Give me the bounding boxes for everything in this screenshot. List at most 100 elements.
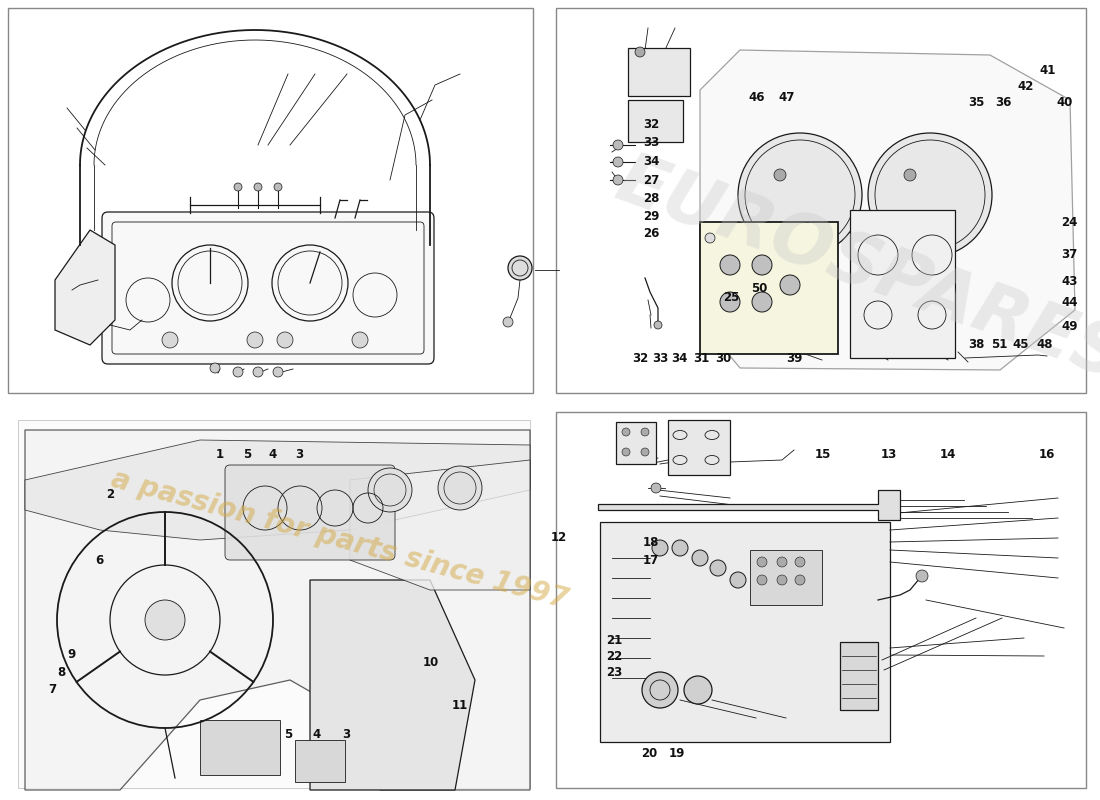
FancyBboxPatch shape	[628, 48, 690, 96]
Text: 48: 48	[1036, 338, 1054, 350]
Circle shape	[248, 332, 263, 348]
Text: 45: 45	[1013, 338, 1030, 350]
Text: 33: 33	[652, 352, 668, 365]
Text: 17: 17	[644, 554, 659, 566]
FancyBboxPatch shape	[226, 465, 395, 560]
Text: 37: 37	[1062, 248, 1077, 261]
Text: 9: 9	[67, 648, 76, 661]
Text: 42: 42	[1018, 80, 1033, 93]
Text: a passion for parts since 1997: a passion for parts since 1997	[109, 466, 572, 614]
Text: 21: 21	[606, 634, 621, 646]
FancyBboxPatch shape	[616, 422, 656, 464]
Circle shape	[738, 133, 862, 257]
Text: 16: 16	[1040, 448, 1055, 461]
Polygon shape	[310, 580, 475, 790]
Circle shape	[916, 570, 928, 582]
FancyBboxPatch shape	[850, 210, 955, 358]
Bar	[200, 720, 280, 775]
Text: 3: 3	[342, 728, 351, 741]
Circle shape	[752, 292, 772, 312]
Text: EUROSPARES: EUROSPARES	[606, 146, 1100, 394]
Circle shape	[780, 275, 800, 295]
Text: 1: 1	[216, 448, 224, 461]
Text: 44: 44	[1060, 296, 1078, 309]
Circle shape	[642, 672, 678, 708]
Circle shape	[777, 575, 786, 585]
Circle shape	[684, 676, 712, 704]
Text: 32: 32	[632, 352, 648, 365]
Circle shape	[730, 572, 746, 588]
Text: 4: 4	[312, 728, 321, 741]
Text: 8: 8	[57, 666, 66, 678]
Circle shape	[277, 332, 293, 348]
Text: 20: 20	[641, 747, 657, 760]
Text: 47: 47	[779, 91, 794, 104]
Circle shape	[752, 255, 772, 275]
Polygon shape	[18, 420, 530, 788]
Text: 31: 31	[694, 352, 710, 365]
Circle shape	[273, 367, 283, 377]
Text: 6: 6	[95, 554, 103, 566]
Circle shape	[503, 317, 513, 327]
FancyBboxPatch shape	[600, 522, 890, 742]
Polygon shape	[598, 490, 900, 520]
FancyBboxPatch shape	[750, 550, 822, 605]
Circle shape	[233, 367, 243, 377]
Circle shape	[652, 540, 668, 556]
Circle shape	[777, 557, 786, 567]
Circle shape	[613, 175, 623, 185]
Text: 27: 27	[644, 174, 659, 186]
FancyBboxPatch shape	[700, 222, 838, 354]
Text: 40: 40	[1057, 96, 1072, 109]
Circle shape	[352, 332, 368, 348]
Text: 35: 35	[969, 96, 984, 109]
Text: 41: 41	[1040, 64, 1055, 77]
Text: 25: 25	[724, 291, 739, 304]
Text: 50: 50	[751, 282, 767, 294]
Text: 33: 33	[644, 136, 659, 149]
Text: 10: 10	[424, 656, 439, 669]
Text: 15: 15	[815, 448, 830, 461]
Circle shape	[795, 575, 805, 585]
Text: 12: 12	[551, 531, 566, 544]
Text: 24: 24	[1062, 216, 1077, 229]
Text: 34: 34	[672, 352, 688, 365]
FancyBboxPatch shape	[840, 642, 878, 710]
Circle shape	[904, 169, 916, 181]
Text: 5: 5	[284, 728, 293, 741]
FancyBboxPatch shape	[628, 100, 683, 142]
Text: 43: 43	[1062, 275, 1077, 288]
Text: 7: 7	[48, 683, 57, 696]
Circle shape	[508, 256, 532, 280]
Circle shape	[720, 255, 740, 275]
Circle shape	[720, 292, 740, 312]
Text: 34: 34	[644, 155, 659, 168]
Bar	[556, 412, 1086, 788]
Circle shape	[162, 332, 178, 348]
Circle shape	[621, 428, 630, 436]
Polygon shape	[350, 460, 530, 590]
Circle shape	[710, 560, 726, 576]
Text: 29: 29	[644, 210, 659, 222]
Text: 23: 23	[606, 666, 621, 678]
Polygon shape	[25, 440, 530, 540]
Circle shape	[757, 575, 767, 585]
Text: 28: 28	[644, 192, 659, 205]
Circle shape	[705, 233, 715, 243]
Circle shape	[254, 183, 262, 191]
Text: 2: 2	[106, 488, 114, 501]
Circle shape	[635, 47, 645, 57]
Text: 22: 22	[606, 650, 621, 662]
Text: 13: 13	[881, 448, 896, 461]
Circle shape	[613, 140, 623, 150]
Circle shape	[210, 363, 220, 373]
Text: 51: 51	[991, 338, 1006, 350]
Text: 32: 32	[644, 118, 659, 130]
Text: 4: 4	[268, 448, 277, 461]
Circle shape	[368, 468, 412, 512]
Text: 30: 30	[716, 352, 732, 365]
Polygon shape	[25, 430, 530, 790]
Text: 11: 11	[452, 699, 468, 712]
Circle shape	[795, 557, 805, 567]
Circle shape	[613, 157, 623, 167]
